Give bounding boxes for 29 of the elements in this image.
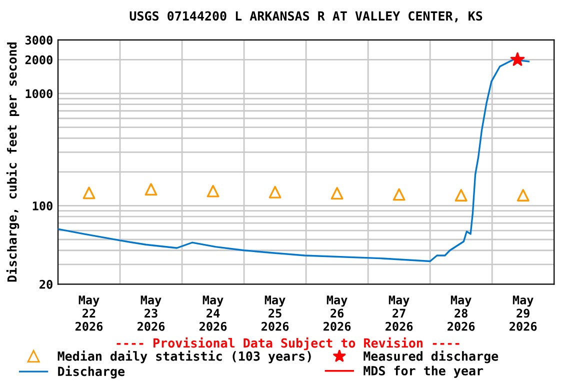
y-tick-label: 100 bbox=[32, 201, 52, 210]
y-tick-label: 2000 bbox=[25, 55, 52, 64]
x-tick-label: May 24 2026 bbox=[199, 296, 227, 331]
point bbox=[268, 186, 282, 198]
x-tick-label: May 27 2026 bbox=[386, 296, 413, 331]
point bbox=[330, 187, 344, 200]
point bbox=[454, 189, 468, 202]
legend-label: Measured discharge bbox=[364, 350, 498, 364]
y-tick-label: 3000 bbox=[25, 36, 52, 45]
x-tick-label: May 26 2026 bbox=[324, 296, 351, 331]
y-axis-title: Discharge, cubic feet per second bbox=[6, 42, 20, 282]
point bbox=[144, 183, 158, 196]
x-tick-label: May 22 2026 bbox=[75, 296, 103, 331]
text: ---- Provisional Data Subject to Revision ---- bbox=[116, 337, 460, 350]
point bbox=[516, 189, 530, 202]
x-tick-label: May 28 2026 bbox=[448, 296, 475, 331]
point bbox=[82, 186, 96, 200]
y-tick-label: 20 bbox=[40, 280, 52, 289]
chart-title: USGS 07144200 L ARKANSAS R AT VALLEY CENTER, KS bbox=[130, 11, 482, 22]
legend-label: MDS for the year bbox=[364, 366, 484, 378]
x-tick-label: May 29 2026 bbox=[510, 296, 537, 331]
legend-label: Discharge bbox=[58, 366, 125, 378]
y-tick-label: 1000 bbox=[26, 89, 52, 98]
point bbox=[510, 52, 525, 66]
x-tick-label: May 23 2026 bbox=[137, 296, 165, 331]
point bbox=[392, 188, 406, 201]
x-tick-label: May 25 2026 bbox=[262, 296, 289, 331]
point bbox=[206, 184, 220, 198]
legend-label: Median daily statistic (103 years) bbox=[58, 350, 311, 364]
